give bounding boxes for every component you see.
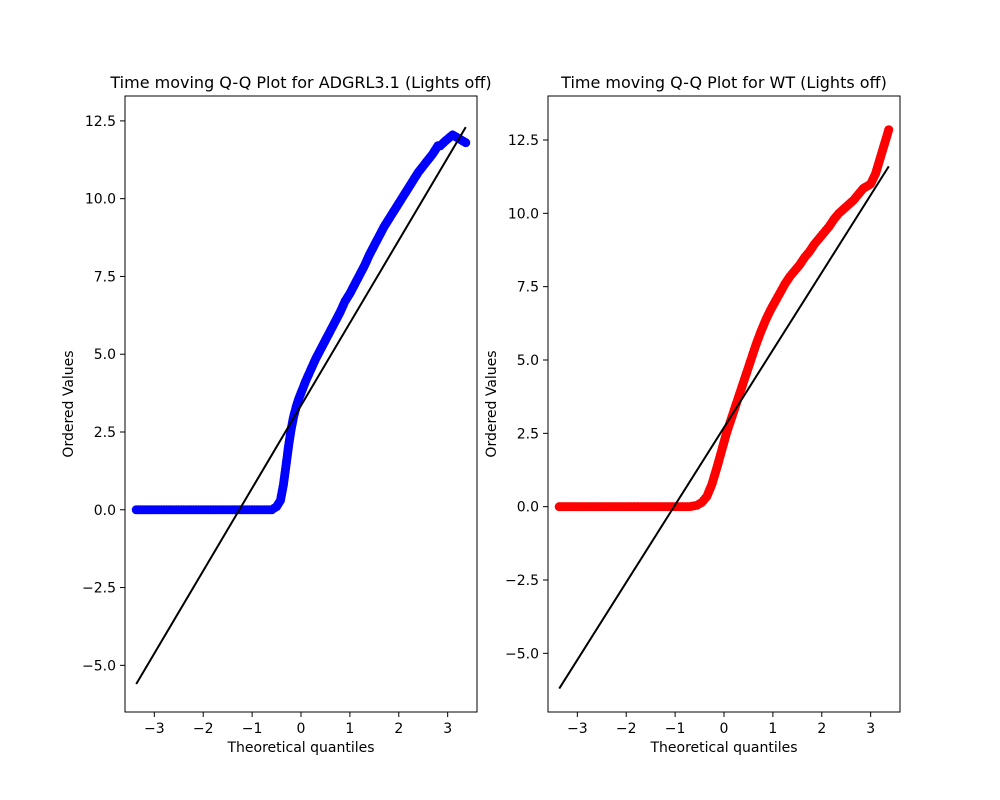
x-tick-label: 3 — [443, 721, 452, 737]
x-tick-label: 2 — [394, 721, 403, 737]
points-layer — [554, 125, 894, 512]
y-axis-label: Ordered Values — [484, 350, 500, 457]
x-tick-label: −1 — [665, 721, 686, 737]
fit-line — [135, 126, 467, 685]
x-tick-label: −1 — [242, 721, 263, 737]
y-tick-label: 10.0 — [85, 192, 116, 208]
x-tick-label: 3 — [866, 721, 875, 737]
x-axis-label: Theoretical quantiles — [649, 740, 797, 756]
subplot-adgrl: Time moving Q-Q Plot for ADGRL3.1 (Light… — [61, 73, 492, 756]
data-point — [461, 138, 471, 148]
x-tick-label: −3 — [144, 721, 165, 737]
x-ticks: −3 −2 −1 0 1 2 3 — [567, 712, 875, 737]
y-tick-label: 0.0 — [517, 500, 539, 516]
y-tick-label: 7.5 — [517, 280, 539, 296]
x-tick-label: 1 — [345, 721, 354, 737]
y-axis-label: Ordered Values — [61, 350, 77, 457]
y-tick-label: 2.5 — [517, 426, 539, 442]
x-tick-label: −3 — [567, 721, 588, 737]
x-tick-label: 2 — [817, 721, 826, 737]
fit-line — [558, 165, 890, 690]
y-tick-label: −2.5 — [505, 573, 539, 589]
y-tick-label: 0.0 — [94, 503, 116, 519]
chart-title: Time moving Q-Q Plot for WT (Lights off) — [560, 73, 887, 92]
y-tick-label: 12.5 — [508, 133, 539, 149]
x-axis-label: Theoretical quantiles — [226, 740, 374, 756]
y-tick-label: −5.0 — [82, 658, 116, 674]
y-ticks: −5.0 −2.5 0.0 2.5 5.0 7.5 10.0 12.5 — [505, 133, 548, 662]
points-layer — [131, 130, 471, 515]
chart-title: Time moving Q-Q Plot for ADGRL3.1 (Light… — [109, 73, 491, 92]
y-tick-label: 5.0 — [517, 353, 539, 369]
y-tick-label: 5.0 — [94, 347, 116, 363]
x-tick-label: 1 — [768, 721, 777, 737]
y-tick-label: 10.0 — [508, 206, 539, 222]
y-ticks: −5.0 −2.5 0.0 2.5 5.0 7.5 10.0 12.5 — [82, 114, 125, 674]
x-ticks: −3 −2 −1 0 1 2 3 — [144, 712, 452, 737]
x-tick-label: 0 — [720, 721, 729, 737]
y-tick-label: 12.5 — [85, 114, 116, 130]
y-tick-label: 2.5 — [94, 425, 116, 441]
subplot-wt: Time moving Q-Q Plot for WT (Lights off)… — [484, 73, 901, 756]
data-point — [884, 125, 894, 135]
x-tick-label: 0 — [297, 721, 306, 737]
y-tick-label: −2.5 — [82, 581, 116, 597]
y-tick-label: 7.5 — [94, 269, 116, 285]
x-tick-label: −2 — [193, 721, 214, 737]
y-tick-label: −5.0 — [505, 646, 539, 662]
x-tick-label: −2 — [616, 721, 637, 737]
